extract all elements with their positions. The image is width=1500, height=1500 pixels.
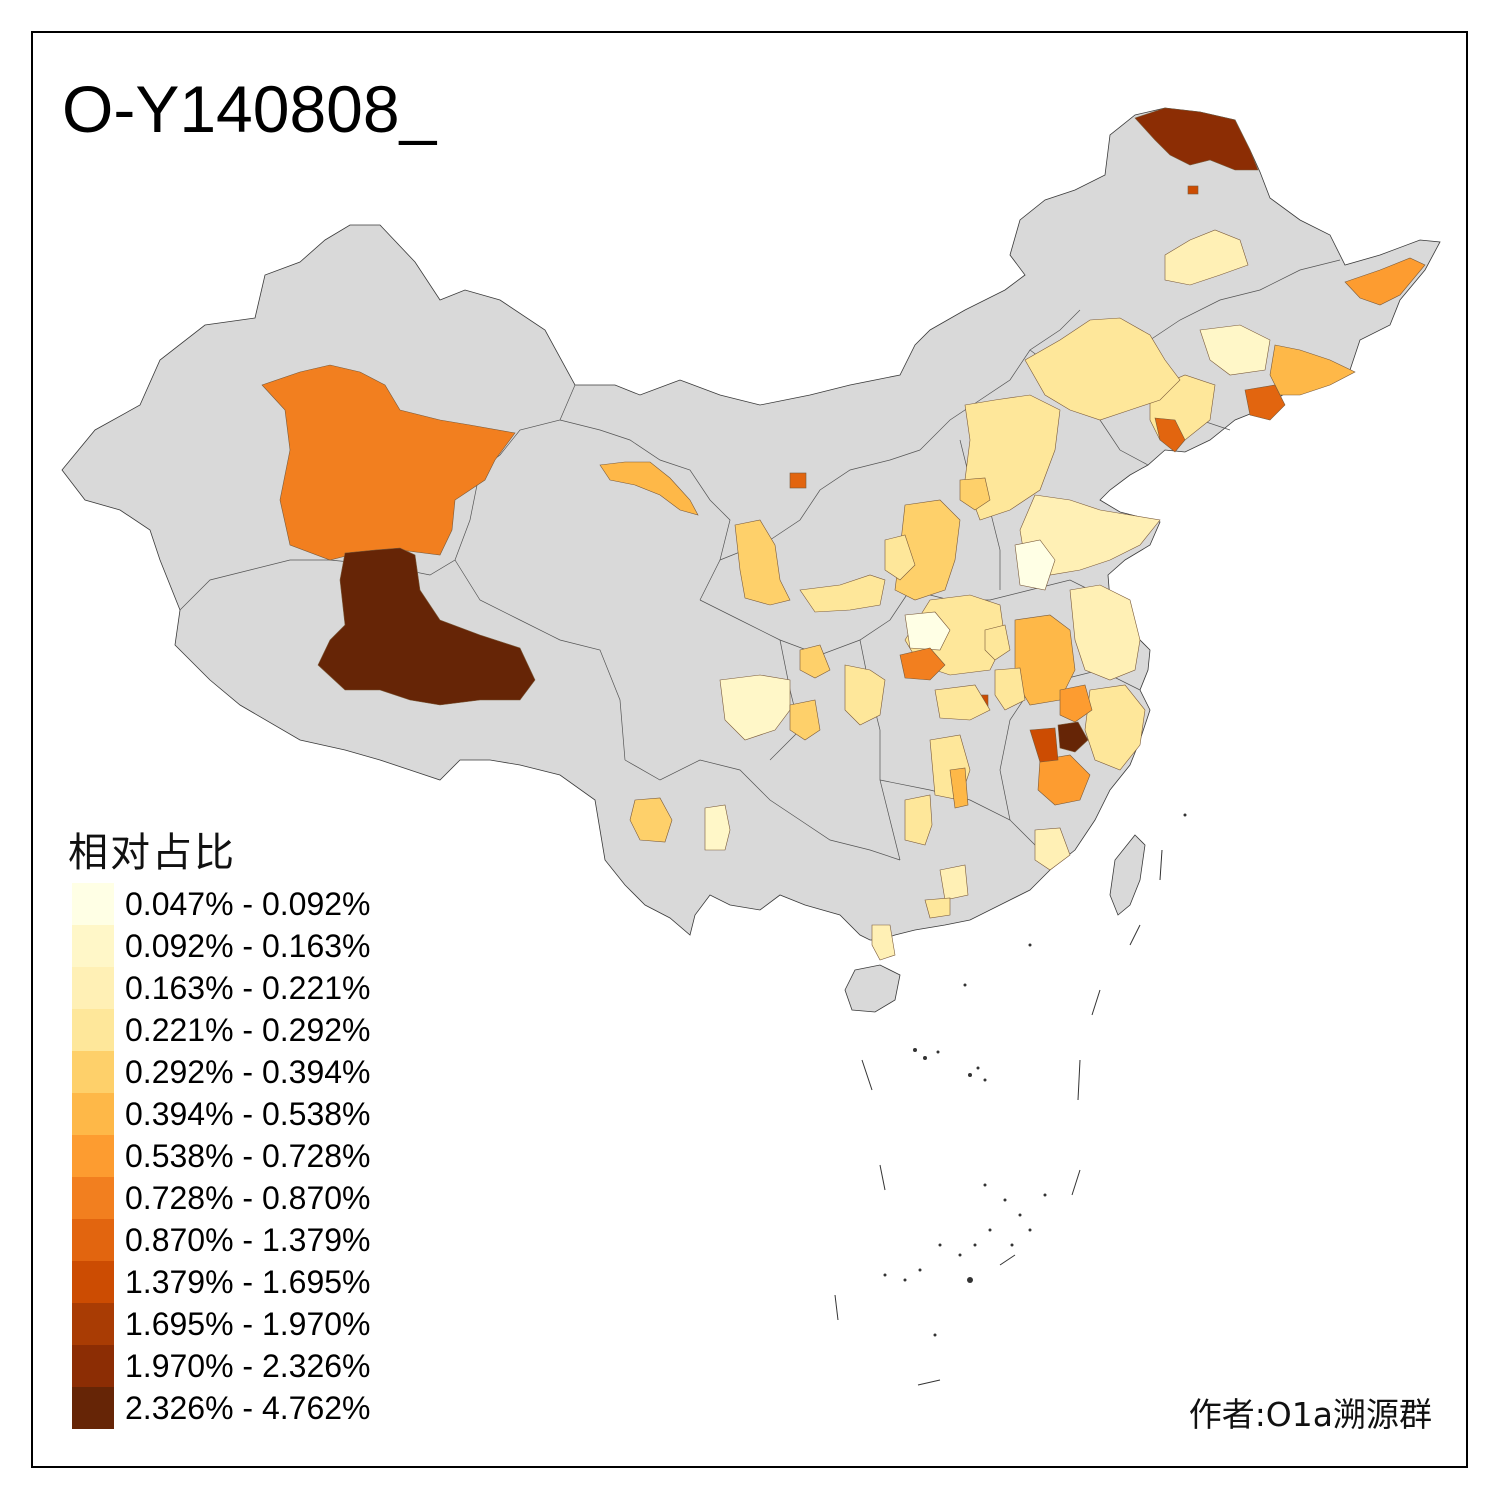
legend-swatch xyxy=(72,925,114,967)
region-tibet-darkbrown xyxy=(317,547,536,706)
legend-swatch xyxy=(72,1345,114,1387)
region-hebei xyxy=(964,394,1061,521)
highlighted-regions xyxy=(261,107,1426,961)
legend-swatch xyxy=(72,1219,114,1261)
region-small-red-ningxia xyxy=(789,472,807,489)
legend-row: 0.538% - 0.728% xyxy=(72,1135,371,1177)
region-jiangxi-north xyxy=(1059,684,1093,723)
region-mohe-darkbrown xyxy=(1134,107,1259,171)
legend-label: 0.092% - 0.163% xyxy=(125,927,371,964)
legend-row: 0.092% - 0.163% xyxy=(72,925,371,967)
legend-row: 0.292% - 0.394% xyxy=(72,1051,371,1093)
legend: 0.047% - 0.092% 0.092% - 0.163% 0.163% -… xyxy=(72,883,371,1429)
region-gansu-west xyxy=(599,461,699,516)
legend-swatch xyxy=(72,1261,114,1303)
legend-swatch xyxy=(72,1303,114,1345)
region-sichuan-north xyxy=(799,644,831,679)
region-shaanxi-north xyxy=(799,574,886,613)
region-fujian xyxy=(1034,827,1071,871)
region-jiangxi-orange xyxy=(1037,754,1091,806)
region-shanxi-2 xyxy=(884,534,916,581)
region-guangdong xyxy=(939,864,969,901)
legend-label: 0.728% - 0.870% xyxy=(125,1179,371,1216)
region-shandong-pale xyxy=(1014,539,1056,591)
region-yanbian-red xyxy=(1244,384,1286,421)
region-dalian-red xyxy=(1154,417,1186,453)
region-hubei-pale xyxy=(934,684,991,721)
region-jilin-pale xyxy=(1199,324,1271,376)
legend-row: 0.221% - 0.292% xyxy=(72,1009,371,1051)
region-chongqing xyxy=(844,664,886,726)
region-jiangsu xyxy=(1069,584,1141,681)
region-guizhou xyxy=(904,794,933,846)
region-leizhou xyxy=(871,924,896,961)
legend-label: 0.047% - 0.092% xyxy=(125,885,371,922)
legend-label: 0.292% - 0.394% xyxy=(125,1053,371,1090)
map-frame xyxy=(31,31,1468,1468)
region-anhui-2 xyxy=(994,667,1026,711)
legend-swatch xyxy=(72,1135,114,1177)
legend-label: 0.394% - 0.538% xyxy=(125,1095,371,1132)
legend-swatch xyxy=(72,1387,114,1429)
legend-label: 1.970% - 2.326% xyxy=(125,1347,371,1384)
legend-swatch xyxy=(72,1093,114,1135)
legend-label: 0.163% - 0.221% xyxy=(125,969,371,1006)
region-gansu-south xyxy=(734,519,791,606)
region-zhejiang xyxy=(1084,684,1146,771)
legend-swatch xyxy=(72,1177,114,1219)
legend-row: 2.326% - 4.762% xyxy=(72,1387,371,1429)
region-small-red-north xyxy=(1187,185,1199,195)
region-sichuan-orange xyxy=(789,699,821,741)
region-east-heilongjiang xyxy=(1344,257,1426,306)
region-hebei-2 xyxy=(959,477,991,511)
legend-row: 1.379% - 1.695% xyxy=(72,1261,371,1303)
region-jiangxi-darkbrown xyxy=(1057,721,1089,753)
region-jiangxi-red xyxy=(1029,727,1059,763)
region-jilin-orange xyxy=(1269,344,1356,396)
legend-swatch xyxy=(72,1051,114,1093)
legend-label: 1.379% - 1.695% xyxy=(125,1263,371,1300)
legend-label: 0.870% - 1.379% xyxy=(125,1221,371,1258)
region-sichuan-pale xyxy=(719,674,791,741)
legend-row: 0.163% - 0.221% xyxy=(72,967,371,1009)
region-yunnan-orange xyxy=(629,797,673,843)
map-title: O-Y140808_ xyxy=(62,72,437,146)
legend-swatch xyxy=(72,1009,114,1051)
legend-row: 1.695% - 1.970% xyxy=(72,1303,371,1345)
region-inner-mongolia-east xyxy=(1024,317,1181,421)
legend-row: 0.047% - 0.092% xyxy=(72,883,371,925)
region-northwest-orange xyxy=(261,364,516,561)
author-credit: 作者:O1a溯源群 xyxy=(1188,1395,1432,1434)
legend-label: 1.695% - 1.970% xyxy=(125,1305,371,1342)
legend-row: 1.970% - 2.326% xyxy=(72,1345,371,1387)
legend-row: 0.728% - 0.870% xyxy=(72,1177,371,1219)
hainan-island xyxy=(844,964,901,1013)
legend-swatch xyxy=(72,883,114,925)
region-guangdong-2 xyxy=(924,897,951,919)
region-heilongjiang-pale xyxy=(1164,229,1249,286)
region-yunnan-pale xyxy=(704,804,731,851)
legend-label: 2.326% - 4.762% xyxy=(125,1389,371,1426)
region-henan-pale xyxy=(904,611,951,651)
region-hunan-orange xyxy=(949,767,969,809)
legend-label: 0.221% - 0.292% xyxy=(125,1011,371,1048)
legend-row: 0.394% - 0.538% xyxy=(72,1093,371,1135)
region-hubei-orange xyxy=(899,647,946,681)
legend-label: 0.538% - 0.728% xyxy=(125,1137,371,1174)
taiwan-island xyxy=(1109,834,1146,916)
legend-swatch xyxy=(72,967,114,1009)
legend-row: 0.870% - 1.379% xyxy=(72,1219,371,1261)
region-henan-2 xyxy=(984,624,1011,661)
legend-title: 相对占比 xyxy=(68,830,236,876)
